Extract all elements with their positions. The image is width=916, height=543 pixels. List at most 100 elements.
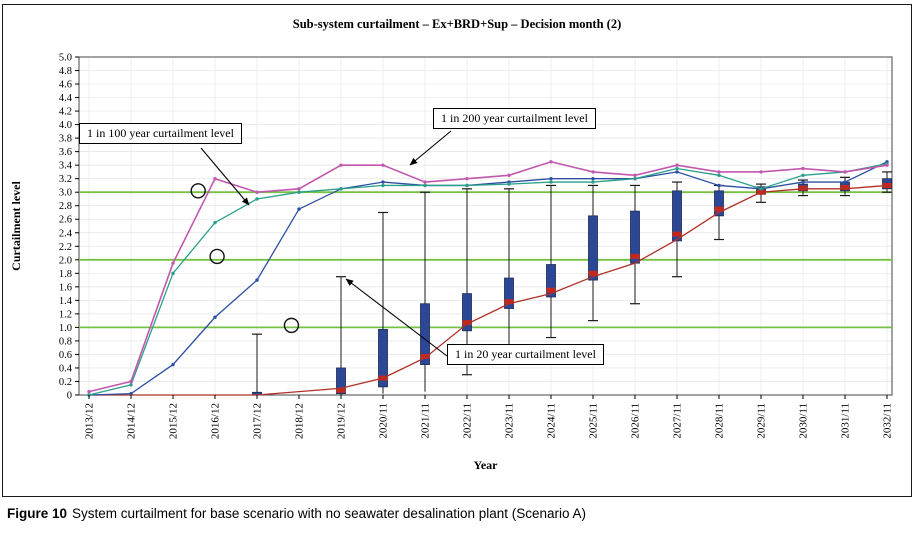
series-line-1 xyxy=(88,163,888,396)
y-tick-label: 4.6 xyxy=(59,80,72,91)
y-tick-label: 1.6 xyxy=(59,282,72,293)
plot-border xyxy=(78,56,893,396)
series-marker xyxy=(801,180,805,184)
x-tick-label: 2019/12 xyxy=(336,403,348,439)
x-tick-label: 2032/11 xyxy=(882,403,894,439)
series-marker xyxy=(633,176,637,181)
y-tick-label: 4.8 xyxy=(59,66,72,77)
circle-marker xyxy=(209,248,225,265)
series-marker xyxy=(465,176,469,181)
box xyxy=(336,367,346,395)
y-tick-label: 0.8 xyxy=(59,336,72,347)
y-tick-label: 1.2 xyxy=(59,309,72,320)
axes: 0 0.2 0.4 0.6 0.8 1.0 1.2 1.4 1.6 1.8 2.0 2.2 2.4 2.6… xyxy=(59,53,894,440)
annotation-arrow xyxy=(345,278,448,357)
y-tick-label: 2.0 xyxy=(59,255,72,266)
figure-caption-label: Figure 10 xyxy=(7,506,68,521)
series-marker xyxy=(717,170,721,174)
x-tick-label: 2028/11 xyxy=(714,403,726,439)
series-marker xyxy=(507,182,511,186)
x-tick-label: 2029/11 xyxy=(756,403,768,439)
x-tick-label: 2030/11 xyxy=(798,403,810,439)
series-marker xyxy=(297,187,301,191)
y-tick-label: 1.8 xyxy=(59,269,72,280)
series-marker xyxy=(843,180,847,184)
chart-panel: Sub-system curtailment – Ex+BRD+Sup – De… xyxy=(2,4,912,497)
series-marker xyxy=(717,173,721,177)
y-tick-label: 2.8 xyxy=(59,201,72,212)
box xyxy=(546,264,556,298)
x-tick-label: 2024/11 xyxy=(546,403,558,439)
y-tick-label: 0.4 xyxy=(59,363,73,374)
x-tick-label: 2026/11 xyxy=(630,403,642,439)
series-marker xyxy=(297,207,301,211)
x-tick-label: 2027/11 xyxy=(672,403,684,439)
chart-title: Sub-system curtailment – Ex+BRD+Sup – De… xyxy=(292,17,622,31)
series-marker xyxy=(297,190,301,194)
series-marker xyxy=(759,187,763,191)
y-tick-label: 5.0 xyxy=(59,53,72,64)
series-marker xyxy=(549,180,553,184)
circle-marker xyxy=(283,317,300,334)
series-marker xyxy=(171,271,175,276)
series-lines xyxy=(87,160,889,397)
box xyxy=(420,303,430,365)
series-marker xyxy=(87,389,91,394)
series-marker xyxy=(549,176,553,181)
box xyxy=(714,190,724,217)
y-tick-label: 4.4 xyxy=(59,93,73,104)
series-marker xyxy=(675,170,679,174)
series-marker xyxy=(171,261,175,265)
y-tick-label: 2.2 xyxy=(59,242,72,253)
y-tick-label: 2.4 xyxy=(59,228,73,239)
figure-caption-text: System curtailment for base scenario wit… xyxy=(72,506,587,521)
y-tick-label: 0 xyxy=(67,391,72,402)
y-tick-label: 4.2 xyxy=(59,107,72,118)
series-marker xyxy=(675,166,679,171)
series-marker xyxy=(423,180,427,184)
series-marker xyxy=(591,170,595,174)
series-marker xyxy=(255,278,259,282)
series-marker xyxy=(465,183,469,188)
box-median xyxy=(546,287,556,293)
y-tick-label: 0.6 xyxy=(59,350,72,361)
annotation-arrow xyxy=(200,147,250,206)
box xyxy=(504,277,514,309)
y-tick-label: 3.8 xyxy=(59,134,72,145)
box xyxy=(588,215,598,281)
circle-marker xyxy=(190,183,206,199)
x-tick-label: 2023/11 xyxy=(504,403,516,439)
x-tick-label: 2020/11 xyxy=(378,403,390,439)
series-marker xyxy=(339,163,343,167)
series-marker xyxy=(255,190,259,194)
series-marker xyxy=(423,183,427,188)
chart-svg: 0 0.2 0.4 0.6 0.8 1.0 1.2 1.4 1.6 1.8 2.0 2.2 2.4 2.6… xyxy=(9,53,894,473)
box-median xyxy=(714,206,724,212)
y-tick-label: 3.4 xyxy=(59,161,73,172)
series-marker xyxy=(129,391,133,396)
box xyxy=(462,293,472,332)
series-marker xyxy=(339,187,343,191)
annotation-200yr-callout: 1 in 200 year curtailment level xyxy=(433,108,596,129)
series-marker xyxy=(549,160,553,164)
series-marker xyxy=(213,315,217,319)
series-marker xyxy=(759,170,763,174)
figure-caption: Figure 10 System curtailment for base sce… xyxy=(7,506,909,521)
box-median xyxy=(504,299,514,305)
box-median xyxy=(420,353,430,359)
box-median xyxy=(588,270,598,276)
box xyxy=(672,190,682,242)
series-marker xyxy=(255,197,259,201)
series-marker xyxy=(129,379,133,384)
y-tick-label: 3.0 xyxy=(59,188,72,199)
series-marker xyxy=(801,173,805,177)
annotation-20yr-callout: 1 in 20 year curtailment level xyxy=(447,344,604,365)
series-marker xyxy=(171,362,175,367)
y-tick-label: 4.0 xyxy=(59,120,72,131)
series-marker xyxy=(129,383,133,387)
x-tick-label: 2018/12 xyxy=(294,403,306,439)
y-tick-label: 3.2 xyxy=(59,174,72,185)
x-tick-label: 2015/12 xyxy=(168,403,180,439)
series-marker xyxy=(381,180,385,184)
